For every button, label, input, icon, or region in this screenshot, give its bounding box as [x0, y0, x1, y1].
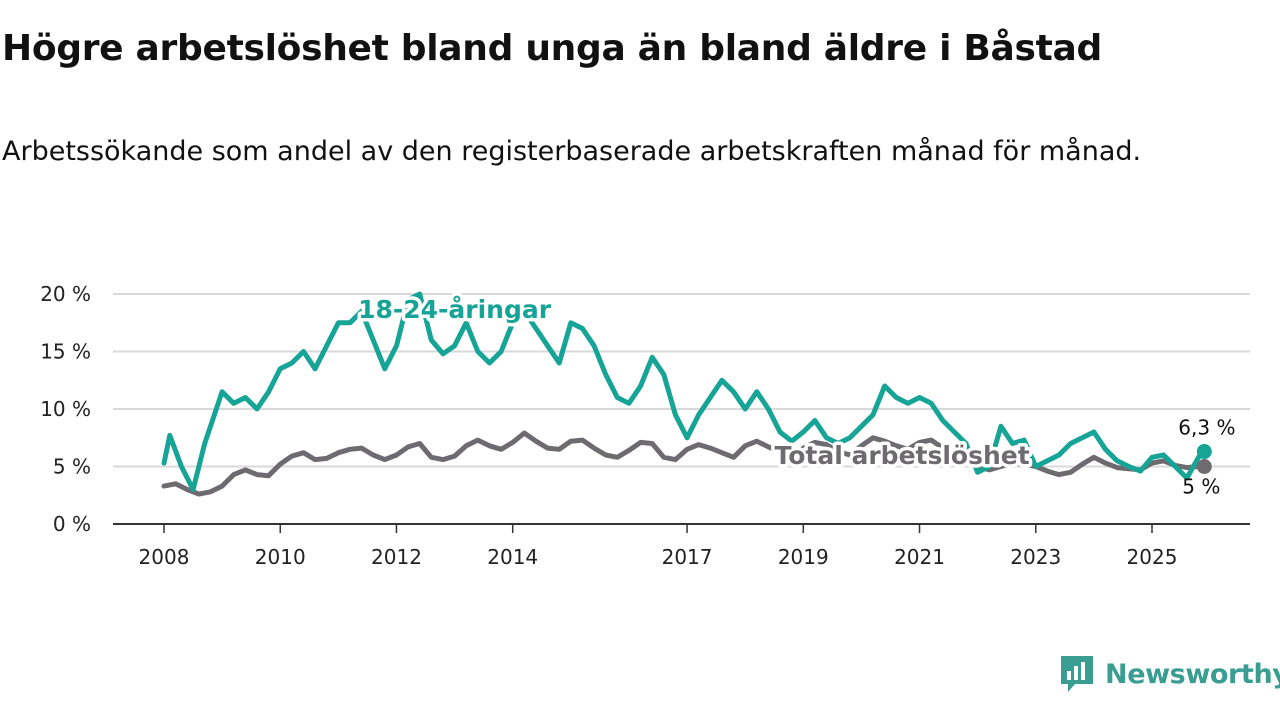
chart-title: Högre arbetslöshet bland unga än bland ä…	[2, 28, 1102, 69]
x-tick-label: 2008	[139, 545, 190, 569]
gridlines	[113, 293, 1250, 525]
x-tick-label: 2019	[778, 545, 829, 569]
series-annotation: Total arbetslöshet	[774, 441, 1029, 470]
end-value-label: 5 %	[1182, 475, 1220, 499]
y-tick-label: 5 %	[53, 455, 91, 479]
series-lines	[161, 291, 1212, 497]
x-tick-label: 2014	[487, 545, 538, 569]
brand-name: Newsworthy	[1105, 658, 1280, 690]
x-tick-label: 2012	[371, 545, 422, 569]
x-tick-label: 2023	[1010, 545, 1061, 569]
y-tick-label: 0 %	[53, 512, 91, 536]
newsworthy-brand: Newsworthy	[1059, 654, 1280, 694]
x-axis-ticks: 2008 2010 2012 2014 2017 2019 2021 2023 2025	[139, 524, 1178, 569]
end-value-label: 6,3 %	[1178, 416, 1235, 440]
end-point-total	[1196, 459, 1212, 474]
end-point-youth	[1196, 444, 1212, 460]
x-tick-label: 2010	[255, 545, 306, 569]
y-tick-label: 20 %	[40, 282, 91, 306]
y-tick-label: 10 %	[40, 397, 91, 421]
x-tick-label: 2021	[894, 545, 945, 569]
series-labels: 6,3 % 5 % 18-24-åringar Total arbetslöshet	[355, 291, 1236, 499]
series-line-youth	[161, 291, 1207, 492]
series-line-total	[161, 430, 1207, 497]
series-annotation: 18-24-åringar	[358, 295, 552, 324]
newsworthy-logo-icon	[1061, 656, 1093, 692]
x-tick-label: 2025	[1127, 545, 1178, 569]
y-axis-ticks: 0 % 5 % 10 % 15 % 20 %	[40, 282, 91, 536]
x-tick-label: 2017	[662, 545, 713, 569]
chart-subtitle: Arbetssökande som andel av den registerb…	[2, 136, 1142, 167]
y-tick-label: 15 %	[40, 340, 91, 364]
